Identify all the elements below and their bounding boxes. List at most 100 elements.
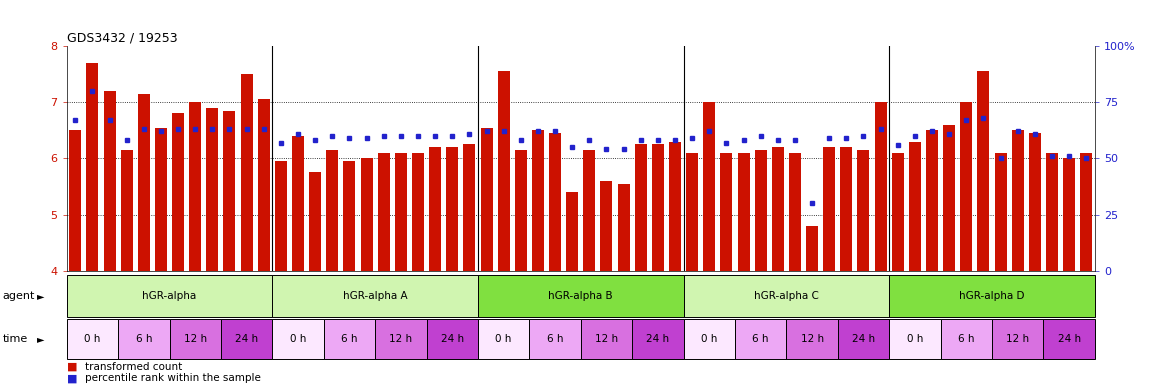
Text: 24 h: 24 h — [440, 334, 463, 344]
Bar — [978, 71, 989, 271]
Text: agent: agent — [2, 291, 34, 301]
Bar — [632, 319, 683, 359]
Text: hGR-alpha D: hGR-alpha D — [959, 291, 1025, 301]
Text: 12 h: 12 h — [184, 334, 207, 344]
Bar — [652, 144, 664, 271]
Bar — [704, 102, 715, 271]
Bar — [529, 319, 581, 359]
Bar — [138, 94, 150, 271]
Bar — [67, 319, 118, 359]
Bar — [683, 319, 735, 359]
Bar — [720, 153, 733, 271]
Bar — [375, 319, 427, 359]
Bar — [394, 153, 407, 271]
Bar — [737, 153, 750, 271]
Text: ■: ■ — [67, 362, 77, 372]
Bar — [841, 147, 852, 271]
Bar — [618, 184, 629, 271]
Bar — [995, 153, 1006, 271]
Bar — [258, 99, 270, 271]
Bar — [754, 150, 767, 271]
Bar — [669, 142, 681, 271]
Bar — [926, 130, 938, 271]
Bar — [889, 319, 941, 359]
Bar — [327, 150, 338, 271]
Text: 24 h: 24 h — [646, 334, 669, 344]
Bar — [69, 130, 82, 271]
Text: 6 h: 6 h — [546, 334, 564, 344]
Bar — [789, 153, 800, 271]
Bar — [1029, 133, 1041, 271]
Bar — [1046, 153, 1058, 271]
Bar — [515, 150, 527, 271]
Text: ►: ► — [37, 334, 45, 344]
Bar — [429, 147, 442, 271]
Bar — [463, 144, 475, 271]
Text: hGR-alpha A: hGR-alpha A — [343, 291, 407, 301]
Text: 0 h: 0 h — [496, 334, 512, 344]
Bar — [992, 319, 1043, 359]
Bar — [86, 63, 99, 271]
Bar — [806, 226, 818, 271]
Bar — [1080, 153, 1092, 271]
Text: ■: ■ — [67, 373, 77, 383]
Text: 24 h: 24 h — [852, 334, 875, 344]
Text: 0 h: 0 h — [84, 334, 100, 344]
Bar — [772, 147, 784, 271]
Text: hGR-alpha C: hGR-alpha C — [754, 291, 819, 301]
Bar — [549, 133, 561, 271]
Bar — [223, 111, 236, 271]
Bar — [1043, 319, 1095, 359]
Text: 0 h: 0 h — [290, 334, 306, 344]
Bar — [169, 319, 221, 359]
Bar — [206, 108, 218, 271]
Bar — [292, 136, 304, 271]
Bar — [172, 114, 184, 271]
Bar — [566, 192, 578, 271]
Bar — [121, 150, 132, 271]
Bar — [104, 91, 115, 271]
Text: time: time — [2, 334, 28, 344]
Bar — [118, 319, 169, 359]
Bar — [1012, 130, 1024, 271]
Bar — [941, 319, 992, 359]
Bar — [581, 319, 632, 359]
Text: 12 h: 12 h — [389, 334, 413, 344]
Bar — [1063, 159, 1075, 271]
Bar — [875, 102, 887, 271]
Text: 6 h: 6 h — [342, 334, 358, 344]
Bar — [823, 147, 835, 271]
Text: 6 h: 6 h — [136, 334, 152, 344]
Bar — [532, 130, 544, 271]
Bar — [427, 319, 478, 359]
Text: 12 h: 12 h — [595, 334, 618, 344]
Bar — [583, 150, 596, 271]
Text: 6 h: 6 h — [958, 334, 974, 344]
Bar — [67, 275, 273, 317]
Text: percentile rank within the sample: percentile rank within the sample — [85, 373, 261, 383]
Text: 24 h: 24 h — [235, 334, 259, 344]
Text: transformed count: transformed count — [85, 362, 183, 372]
Bar — [891, 153, 904, 271]
Bar — [273, 319, 324, 359]
Text: hGR-alpha: hGR-alpha — [143, 291, 197, 301]
Bar — [478, 275, 683, 317]
Bar — [324, 319, 375, 359]
Bar — [960, 102, 972, 271]
Text: 6 h: 6 h — [752, 334, 769, 344]
Text: 0 h: 0 h — [906, 334, 923, 344]
Bar — [412, 153, 424, 271]
Bar — [344, 161, 355, 271]
Text: 12 h: 12 h — [800, 334, 823, 344]
Bar — [478, 319, 529, 359]
Bar — [481, 127, 492, 271]
Text: 0 h: 0 h — [702, 334, 718, 344]
Text: ►: ► — [37, 291, 45, 301]
Bar — [600, 181, 613, 271]
Bar — [361, 159, 373, 271]
Bar — [687, 153, 698, 271]
Bar — [943, 125, 956, 271]
Bar — [240, 74, 253, 271]
Bar — [377, 153, 390, 271]
Bar — [787, 319, 837, 359]
